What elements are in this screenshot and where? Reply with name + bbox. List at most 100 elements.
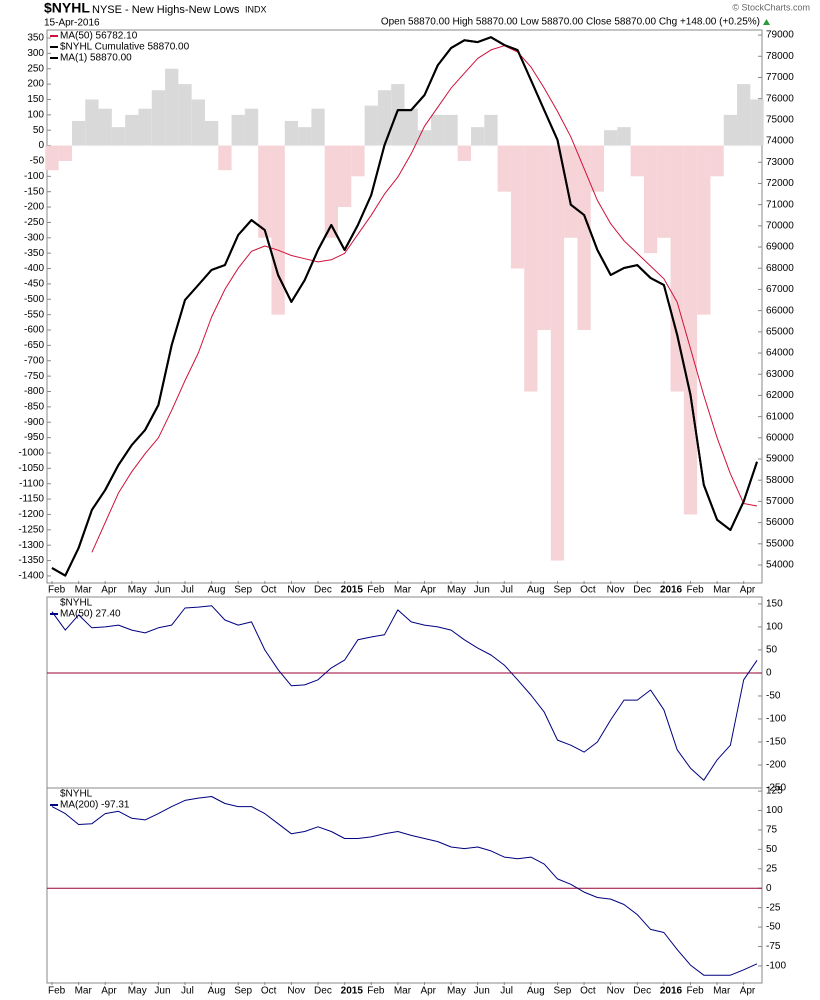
histogram-bar: [271, 145, 285, 315]
y-tick-label: 79000: [766, 30, 794, 41]
y-tick-label: 75000: [766, 115, 794, 126]
histogram-bar: [71, 120, 86, 146]
y-tick-label: -400: [24, 263, 44, 274]
y-tick-label: 71000: [766, 199, 794, 210]
histogram-bar: [431, 114, 445, 146]
histogram-bar: [550, 145, 565, 561]
x-tick-label: Apr: [740, 986, 756, 997]
y-tick-label: -250: [766, 783, 786, 794]
histogram-bar: [391, 84, 405, 146]
y-tick-label: -1250: [18, 524, 44, 535]
x-tick-label: Apr: [740, 585, 756, 596]
x-tick-label: Jul: [500, 986, 513, 997]
y-tick-label: 68000: [766, 263, 794, 274]
y-tick-label: -300: [24, 232, 44, 243]
y-tick-label: 100: [766, 622, 783, 633]
y-tick-label: -1100: [19, 478, 44, 489]
x-tick-label: Apr: [101, 986, 117, 997]
x-tick-label: Oct: [580, 986, 596, 997]
x-tick-label: Oct: [261, 986, 277, 997]
histogram-bar: [404, 108, 418, 146]
x-tick-label: Nov: [287, 986, 305, 997]
x-tick-label: Dec: [633, 986, 651, 997]
histogram-bar: [657, 145, 671, 238]
x-tick-label: May: [128, 585, 147, 596]
legend-label: $NYHL: [60, 598, 93, 609]
histogram-bar: [125, 114, 139, 146]
histogram-bar: [604, 130, 618, 146]
histogram-bar: [524, 145, 538, 392]
x-tick-label: Apr: [101, 585, 117, 596]
x-tick-label: May: [447, 585, 466, 596]
y-tick-label: 65000: [766, 326, 794, 337]
x-tick-label: Feb: [686, 986, 704, 997]
x-tick-label: 2016: [660, 986, 683, 997]
y-tick-label: -1050: [18, 463, 44, 474]
histogram-bar: [258, 145, 272, 238]
y-tick-label: -900: [24, 417, 44, 428]
y-tick-label: 77000: [766, 72, 794, 83]
y-tick-label: 62000: [766, 390, 794, 401]
x-tick-label: Mar: [75, 986, 93, 997]
y-tick-label: -800: [24, 386, 44, 397]
x-tick-label: Apr: [420, 585, 436, 596]
y-tick-label: -1350: [18, 555, 44, 566]
y-tick-label: 200: [27, 79, 44, 90]
y-tick-label: 50: [766, 645, 778, 656]
y-tick-label: 59000: [766, 454, 794, 465]
histogram-bar: [311, 108, 325, 146]
y-tick-label: 61000: [766, 411, 794, 422]
x-tick-label: Oct: [580, 585, 596, 596]
histogram-bar: [337, 145, 352, 208]
legend-label: MA(50) 56782.10: [60, 31, 138, 42]
y-tick-label: 100: [766, 805, 783, 816]
ma200-panel: [46, 787, 763, 984]
histogram-bar: [457, 145, 472, 161]
date: 15-Apr-2016: [44, 18, 100, 29]
quote: Open 58870.00 High 58870.00 Low 58870.00…: [381, 17, 760, 28]
x-tick-label: Mar: [394, 986, 412, 997]
y-tick-label: -550: [24, 309, 44, 320]
histogram-bar: [377, 90, 392, 146]
y-tick-label: 50: [33, 125, 45, 136]
histogram-bar: [138, 108, 152, 146]
y-tick-label: 69000: [766, 242, 794, 253]
x-tick-label: Sep: [234, 585, 252, 596]
histogram-bar: [417, 130, 432, 146]
x-tick-label: Sep: [553, 585, 571, 596]
histogram-bar: [617, 127, 631, 146]
y-tick-label: -850: [24, 402, 44, 413]
x-tick-label: Dec: [314, 986, 332, 997]
histogram-bar: [165, 68, 179, 146]
histogram-bar: [537, 145, 551, 331]
ma50-panel: [46, 596, 763, 789]
x-tick-label: Mar: [713, 585, 731, 596]
y-tick-label: 60000: [766, 432, 794, 443]
histogram-bar: [231, 114, 245, 146]
y-tick-label: 67000: [766, 284, 794, 295]
histogram-bar: [723, 114, 738, 146]
security-name: NYSE - New Highs-New Lows: [92, 4, 240, 16]
histogram-bar: [58, 145, 72, 161]
histogram-bar: [324, 145, 338, 238]
histogram-bar: [643, 145, 658, 254]
y-tick-label: 125: [766, 786, 783, 797]
x-tick-label: Feb: [367, 986, 385, 997]
x-tick-label: Mar: [75, 585, 93, 596]
series-line: [51, 605, 758, 781]
y-tick-label: 150: [27, 94, 44, 105]
histogram-bar: [351, 145, 365, 177]
y-tick-label: -150: [766, 737, 786, 748]
up-arrow: [763, 19, 770, 25]
x-tick-label: Aug: [527, 986, 545, 997]
x-tick-label: Jun: [154, 986, 170, 997]
y-tick-label: -1000: [18, 448, 44, 459]
y-tick-label: 70000: [766, 220, 794, 231]
y-tick-label: -750: [24, 371, 44, 382]
y-tick-label: -100: [766, 714, 786, 725]
y-tick-label: -100: [766, 961, 786, 972]
x-tick-label: Nov: [287, 585, 305, 596]
y-tick-label: 54000: [766, 560, 794, 571]
y-tick-label: 66000: [766, 305, 794, 316]
